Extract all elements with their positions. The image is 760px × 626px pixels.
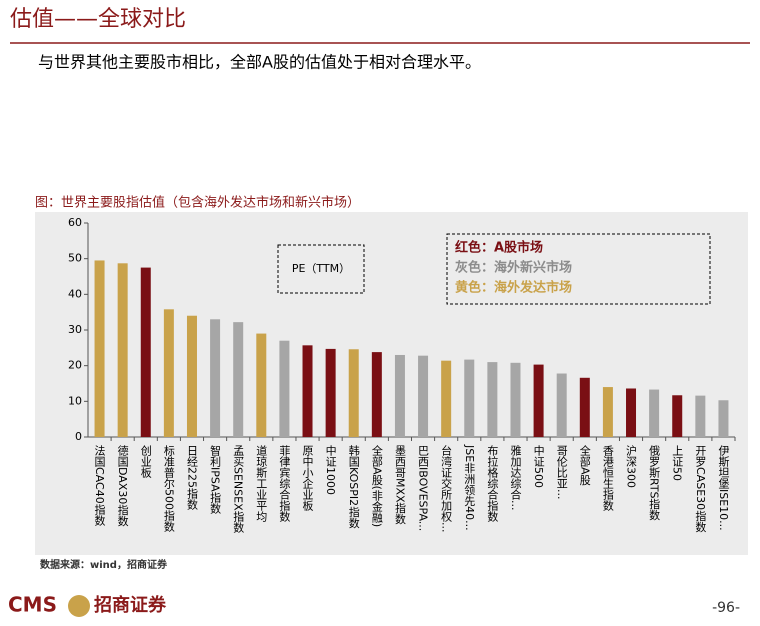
bar (556, 373, 567, 437)
bar (256, 333, 267, 437)
x-tick-label: 香港恒生指数 (601, 445, 614, 512)
bar (325, 348, 336, 437)
bar (602, 387, 613, 437)
bar (626, 388, 637, 437)
bar (210, 319, 221, 437)
y-tick-label: 40 (68, 287, 82, 300)
chart-title: 图：世界主要股指估值（包含海外发达市场和新兴市场） (35, 195, 360, 211)
x-tick-label: 创业板 (139, 445, 152, 479)
x-tick-label: 上证50 (671, 445, 684, 481)
y-tick-label: 10 (68, 394, 82, 407)
color-key-box (446, 233, 711, 305)
bar (418, 355, 429, 437)
logo-icon (68, 595, 90, 617)
source: 数据来源：wind，招商证券 (40, 558, 168, 571)
x-tick-label: 哥伦比亚... (555, 445, 568, 500)
x-tick-label: JSE非洲领先40... (463, 444, 476, 531)
bar (695, 395, 706, 437)
x-tick-label: 俄罗斯RTS指数 (648, 445, 661, 522)
bar (510, 362, 521, 437)
x-tick-label: 墨西哥MXX指数 (393, 445, 406, 526)
x-tick-label: 布拉格综合指数 (486, 445, 499, 523)
x-tick-label: 台湾证交所加权... (440, 444, 453, 533)
color-key-entry: 灰色：海外新兴市场 (455, 260, 572, 276)
color-key-entry: 黄色：海外发达市场 (455, 280, 572, 296)
x-tick-label: 中证1000 (324, 445, 337, 495)
x-tick-label: 德国DAX30指数 (116, 444, 129, 527)
x-tick-label: 道琼斯工业平均 (255, 444, 268, 523)
bar (672, 395, 683, 437)
x-tick-label: 全部A股 (578, 444, 591, 487)
x-tick-label: 韩国KOSPI2指数 (347, 444, 360, 529)
y-tick-label: 30 (68, 323, 82, 336)
x-tick-label: 开罗CASE30指数 (694, 445, 707, 533)
color-key-entry: 红色：A股市场 (455, 240, 543, 256)
x-tick-label: 智利IPSA指数 (209, 444, 222, 515)
bar (163, 309, 174, 437)
x-tick-label: 孟买SENSEX指数 (232, 445, 245, 534)
x-tick-label: 伊斯坦堡ISE10... (717, 445, 730, 531)
bar (279, 340, 290, 437)
x-tick-label: 雅加达综合... (509, 444, 522, 511)
bar (117, 263, 128, 437)
bar (302, 345, 313, 437)
logo: CMS (8, 593, 57, 617)
bar (348, 349, 359, 437)
annotation: PE（TTM） (292, 262, 350, 275)
annotation-box (277, 244, 365, 294)
page-number: -96- (712, 600, 740, 616)
subtitle: 与世界其他主要股市相比，全部A股的估值处于相对合理水平。 (38, 53, 481, 72)
x-tick-label: 法国CAC40指数 (93, 444, 106, 527)
y-tick-label: 50 (68, 252, 82, 265)
bar (233, 322, 244, 437)
bar (186, 315, 197, 437)
bar (94, 260, 105, 437)
x-tick-label: 沪深300 (625, 444, 638, 488)
slide-title: 估值——全球对比 (10, 7, 186, 32)
x-tick-label: 菲律宾综合指数 (278, 445, 291, 523)
x-tick-label: 日经225指数 (185, 445, 198, 511)
y-tick-label: 20 (68, 359, 82, 372)
y-tick-label: 0 (75, 430, 82, 443)
x-tick-label: 标准普尔500指数 (162, 444, 175, 533)
brand: 招商证券 (94, 594, 167, 616)
bar (394, 354, 405, 437)
bar (579, 377, 590, 437)
y-tick-label: 60 (68, 216, 82, 229)
bar (533, 364, 544, 437)
bar (140, 267, 151, 437)
bar (464, 359, 475, 437)
bar (371, 352, 382, 437)
bar (649, 389, 660, 437)
x-tick-label: 原中小企业板 (301, 445, 314, 512)
x-tick-label: 中证500 (532, 445, 545, 488)
bar (441, 360, 452, 437)
chart-bg (35, 212, 748, 555)
bar (718, 400, 729, 437)
x-tick-label: 全部A股(非金融) (370, 444, 383, 527)
bar (487, 362, 498, 437)
x-tick-label: 巴西IBOVESPA... (417, 445, 430, 531)
